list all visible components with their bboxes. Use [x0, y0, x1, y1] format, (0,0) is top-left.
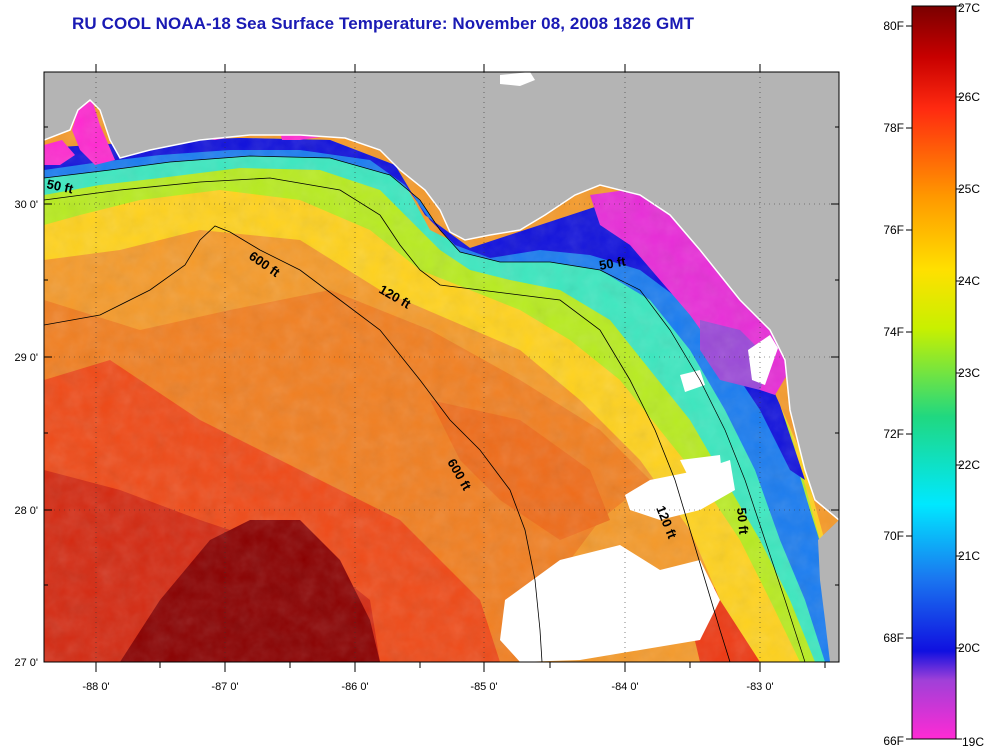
colorbar-ticks — [906, 5, 962, 740]
lon-label-84: -84 0' — [611, 681, 638, 693]
lon-label-86: -86 0' — [341, 681, 368, 693]
contour-600ft — [44, 225, 543, 662]
contour-label-50ft-east: 50 ft — [598, 253, 628, 273]
contour-50ft — [44, 155, 806, 662]
land-mass-south — [818, 520, 839, 662]
tick-marks — [44, 64, 839, 672]
cloud-patch-4 — [748, 335, 778, 385]
lon-label-83: -83 0' — [746, 681, 773, 693]
lat-label-27: 27 0' — [14, 657, 38, 669]
lon-label-85: -85 0' — [470, 681, 497, 693]
colorbar-c-24: 24C — [958, 274, 980, 288]
colorbar-c-27: 27C — [958, 1, 980, 15]
cloud-patch — [500, 545, 720, 662]
contour-label-50ft-west: 50 ft — [45, 176, 75, 196]
colorbar-f-80: 80F — [883, 19, 904, 33]
colorbar — [911, 5, 957, 740]
colorbar-f-66: 66F — [883, 734, 904, 748]
colorbar-f-68: 68F — [883, 631, 904, 645]
lat-label-30: 30 0' — [14, 199, 38, 211]
colorbar-c-20: 20C — [958, 641, 980, 655]
colorbar-f-74: 74F — [883, 325, 904, 339]
contour-120ft — [44, 177, 731, 662]
colorbar-f-78: 78F — [883, 121, 904, 135]
colorbar-c-23: 23C — [958, 366, 980, 380]
colorbar-c-22: 22C — [958, 458, 980, 472]
colorbar-f-76: 76F — [883, 223, 904, 237]
cloud-patch-3 — [680, 370, 705, 392]
colorbar-c-19: 19C — [962, 735, 984, 749]
inland-cloud — [500, 72, 535, 86]
lon-label-88: -88 0' — [82, 681, 109, 693]
map-title: RU COOL NOAA-18 Sea Surface Temperature:… — [72, 14, 695, 33]
cloud-patch-5 — [680, 455, 722, 480]
map-frame — [43, 71, 840, 663]
lat-label-28: 28 0' — [14, 505, 38, 517]
colorbar-c-21: 21C — [958, 549, 980, 563]
colorbar-f-72: 72F — [883, 427, 904, 441]
coastline — [44, 98, 839, 521]
land-mass — [44, 72, 839, 520]
lon-label-87: -87 0' — [211, 681, 238, 693]
colorbar-c-25: 25C — [958, 182, 980, 196]
colorbar-f-70: 70F — [883, 529, 904, 543]
lat-label-29: 29 0' — [14, 352, 38, 364]
colorbar-c-26: 26C — [958, 90, 980, 104]
contour-label-50ft-south: 50 ft — [734, 507, 751, 536]
grid-lines — [44, 72, 839, 662]
